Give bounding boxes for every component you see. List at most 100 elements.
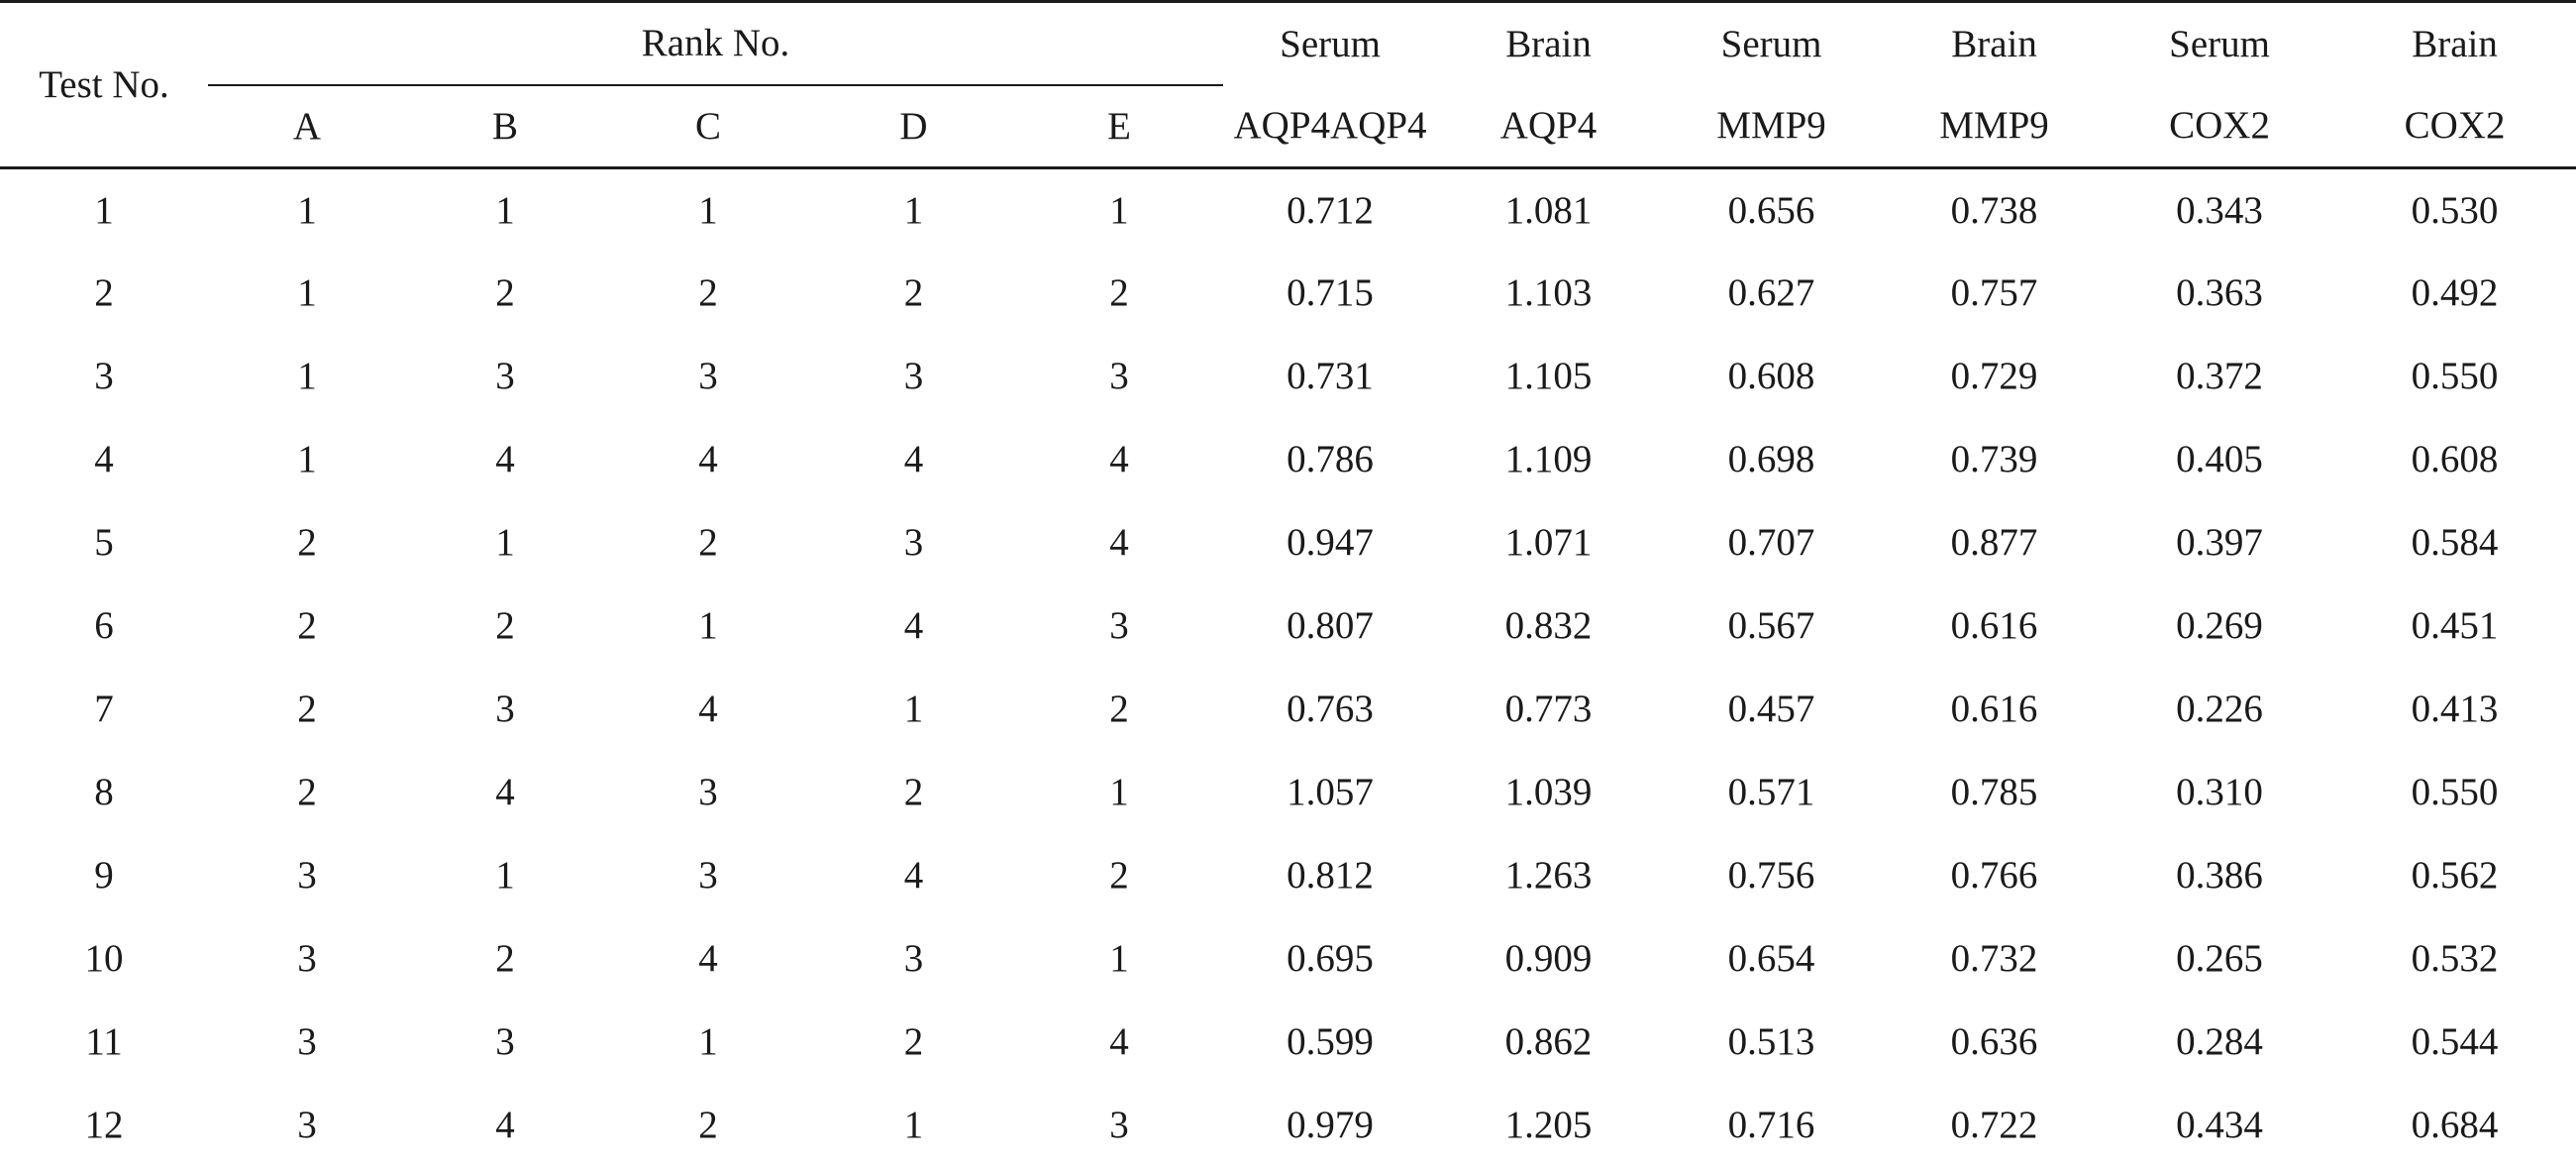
rank-cell: 3	[698, 854, 718, 897]
value-cell: 1.263	[1504, 854, 1593, 897]
rank-cell: 1	[698, 1020, 718, 1063]
rank-no-header: Rank No.	[208, 0, 1224, 86]
value-cell: 1.103	[1504, 271, 1593, 314]
test-no-cell: 7	[94, 688, 114, 730]
value-cell: 0.732	[1950, 937, 2038, 980]
rank-cell: 2	[698, 1104, 718, 1146]
value-cell: 0.756	[1727, 854, 1815, 897]
rank-cell: 3	[1109, 604, 1129, 647]
rank-cell: 3	[903, 355, 924, 397]
value-cell: 0.909	[1504, 937, 1593, 980]
measure-bottom-header: MMP9	[1883, 84, 2107, 169]
rank-cell: 3	[1109, 355, 1129, 397]
rank-cell: 4	[1109, 1020, 1129, 1063]
rank-cell: 1	[1109, 188, 1129, 232]
value-cell: 0.722	[1950, 1104, 2038, 1146]
value-cell: 0.513	[1727, 1020, 1815, 1063]
rank-cell: 4	[698, 937, 718, 980]
rank-cell: 2	[495, 604, 515, 647]
rank-cell: 2	[903, 271, 924, 314]
test-no-cell: 2	[94, 271, 114, 314]
rank-cell: 1	[1109, 771, 1129, 813]
value-cell: 0.738	[1950, 188, 2038, 232]
value-cell: 0.567	[1727, 604, 1815, 647]
test-no-cell: 9	[94, 854, 114, 897]
rank-cell: 3	[495, 688, 515, 730]
value-cell: 0.695	[1287, 937, 1374, 980]
value-cell: 0.284	[2176, 1020, 2263, 1063]
rank-cell: 2	[698, 521, 718, 564]
value-cell: 0.608	[1727, 355, 1815, 397]
measure-bottom-header: COX2	[2106, 84, 2334, 169]
value-cell: 0.413	[2411, 688, 2499, 730]
table-row: 8 2 4 3 2 1 1.057 1.039 0.571 0.785 0.310 0.550	[0, 751, 2576, 834]
value-cell: 0.807	[1287, 604, 1374, 647]
value-cell: 0.716	[1727, 1104, 1815, 1146]
value-cell: 0.947	[1287, 521, 1374, 564]
value-cell: 0.785	[1950, 771, 2038, 813]
value-cell: 0.544	[2411, 1020, 2499, 1063]
rank-cell: 2	[297, 604, 317, 647]
rank-cell: 2	[1109, 854, 1129, 897]
value-cell: 1.205	[1504, 1104, 1593, 1146]
table-row: 11 3 3 1 2 4 0.599 0.862 0.513 0.636 0.284 0.544	[0, 1001, 2576, 1084]
rank-cell: 1	[495, 188, 515, 232]
test-no-cell: 8	[94, 771, 114, 813]
value-cell: 0.457	[1727, 688, 1815, 730]
rank-cell: 2	[903, 1020, 924, 1063]
rank-cell: 4	[698, 438, 718, 480]
value-cell: 0.571	[1727, 771, 1815, 813]
rank-cell: 1	[297, 355, 317, 397]
table-row: 7 2 3 4 1 2 0.763 0.773 0.457 0.616 0.226 0.413	[0, 668, 2576, 751]
value-cell: 0.636	[1950, 1020, 2038, 1063]
rank-cell: 4	[903, 438, 924, 480]
rank-cell: 1	[903, 188, 924, 232]
rank-cell: 3	[297, 1104, 317, 1146]
measure-top-header: Brain	[1437, 0, 1661, 85]
value-cell: 0.766	[1950, 854, 2038, 897]
value-cell: 0.562	[2411, 854, 2499, 897]
value-cell: 0.584	[2411, 521, 2499, 564]
value-cell: 0.434	[2176, 1104, 2263, 1146]
measure-bottom-header: COX2	[2333, 84, 2576, 169]
rank-cell: 3	[698, 771, 718, 813]
value-cell: 0.616	[1950, 604, 2038, 647]
value-cell: 0.812	[1287, 854, 1374, 897]
measure-top-header: Brain	[2333, 0, 2576, 85]
test-no-cell: 11	[85, 1020, 123, 1063]
rank-col-header: A	[208, 84, 406, 169]
rank-cell: 2	[297, 688, 317, 730]
value-cell: 0.698	[1727, 438, 1815, 480]
rank-cell: 1	[297, 438, 317, 480]
rank-cell: 3	[297, 1020, 317, 1063]
value-cell: 0.492	[2411, 271, 2499, 314]
value-cell: 1.081	[1504, 188, 1593, 232]
measure-bottom-header: AQP4AQP4	[1223, 84, 1438, 169]
header-row-2: A B C D E AQP4AQP4 AQP4 MMP9 MMP9 COX2 C…	[0, 84, 2576, 169]
rank-cell: 4	[1109, 521, 1129, 564]
value-cell: 0.877	[1950, 521, 2038, 564]
rank-cell: 3	[903, 937, 924, 980]
value-cell: 0.979	[1287, 1104, 1374, 1146]
measure-top-header: Serum	[2106, 0, 2334, 85]
value-cell: 0.654	[1727, 937, 1815, 980]
value-cell: 0.226	[2176, 688, 2263, 730]
rank-cell: 2	[1109, 271, 1129, 314]
rank-cell: 4	[1109, 438, 1129, 480]
test-no-cell: 1	[94, 188, 114, 232]
measure-top-header: Serum	[1223, 0, 1438, 85]
rank-col-header: E	[1015, 84, 1224, 169]
value-cell: 1.105	[1504, 355, 1593, 397]
rank-cell: 3	[903, 521, 924, 564]
value-cell: 1.039	[1504, 771, 1593, 813]
rank-cell: 1	[495, 521, 515, 564]
table-row: 3 1 3 3 3 3 0.731 1.105 0.608 0.729 0.372 0.550	[0, 335, 2576, 418]
rank-cell: 1	[495, 854, 515, 897]
rank-cell: 2	[698, 271, 718, 314]
rank-cell: 3	[495, 355, 515, 397]
rank-cell: 1	[698, 188, 718, 232]
value-cell: 0.405	[2176, 438, 2263, 480]
value-cell: 0.550	[2411, 771, 2499, 813]
rank-cell: 1	[903, 688, 924, 730]
